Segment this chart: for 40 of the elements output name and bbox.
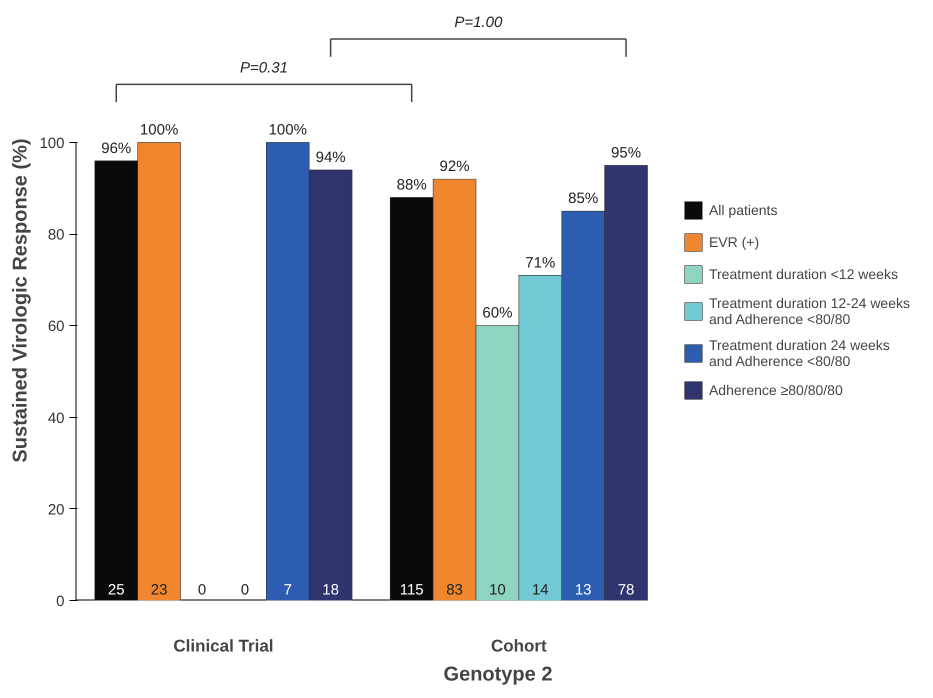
y-tick-label: 80 — [48, 226, 65, 244]
y-tick-label: 40 — [48, 410, 65, 427]
legend-label: Treatment duration 24 weeks and Adherence <80/80 — [708, 337, 890, 369]
annotation: 7 — [284, 582, 292, 598]
x-axis-title: Genotype 2 — [444, 664, 552, 686]
annotation: 115 — [400, 582, 424, 598]
annotation: 25 — [108, 582, 125, 598]
text: P=1.00 — [454, 14, 503, 31]
annotation: 18 — [322, 582, 339, 598]
legend-label: EVR (+) — [708, 233, 760, 252]
annotation: 13 — [574, 582, 592, 598]
data-label: 94% — [316, 148, 346, 166]
annotation: 14 — [532, 582, 549, 598]
annotation: 0 — [240, 582, 250, 598]
data-label: 100% — [140, 121, 178, 138]
x-tick-label: Cohort — [491, 636, 548, 656]
data-label: 95% — [611, 144, 642, 162]
x-tick-label: Clinical Trial — [173, 636, 274, 656]
data-label: 85% — [568, 190, 598, 208]
annotation: 83 — [446, 582, 463, 598]
legend-label: Treatment duration <12 weeks — [708, 265, 898, 284]
annotation: 10 — [489, 582, 506, 598]
data-label: 92% — [440, 158, 470, 176]
legend-label: Treatment duration 12-24 weeks and Adherence <80/80 — [708, 295, 910, 327]
data-label: 96% — [101, 140, 132, 157]
data-label: 88% — [396, 176, 427, 194]
legend-label: All patients — [708, 201, 778, 220]
y-tick-label: 100 — [39, 134, 65, 152]
data-label: 71% — [525, 254, 556, 272]
y-tick-label: 20 — [48, 501, 65, 518]
data-label: 100% — [268, 121, 307, 138]
annotation: 78 — [618, 582, 634, 598]
y-tick-label: 0 — [56, 593, 64, 610]
annotation: 0 — [198, 582, 206, 598]
annotation: 23 — [150, 582, 168, 598]
y-tick-label: 60 — [48, 318, 65, 336]
y-axis-title: Sustained Virologic Response (%) — [9, 138, 32, 463]
data-label: 60% — [482, 304, 512, 322]
text: P=0.31 — [240, 59, 288, 76]
legend-label: Adherence ≥80/80/80 — [708, 381, 843, 400]
